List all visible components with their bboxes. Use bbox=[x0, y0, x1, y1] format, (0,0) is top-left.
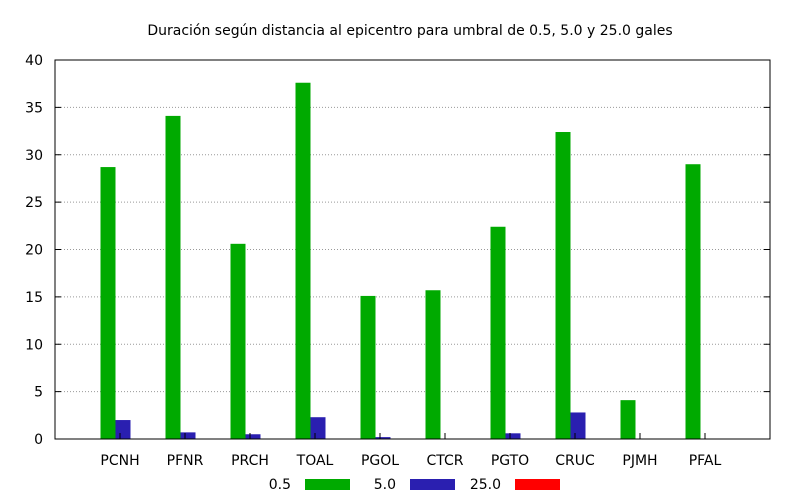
x-tick-label: PCNH bbox=[100, 453, 139, 469]
bar-toal-series-0 bbox=[295, 82, 311, 440]
bar-pgto-series-0 bbox=[490, 226, 506, 439]
bar-pfnr-series-1 bbox=[180, 432, 196, 439]
x-tick-label: PFNR bbox=[167, 453, 204, 469]
bar-toal-series-1 bbox=[310, 417, 326, 439]
y-tick-label: 30 bbox=[25, 148, 43, 164]
chart-title: Duración según distancia al epicentro pa… bbox=[147, 23, 672, 39]
bar-pcnh-series-0 bbox=[100, 167, 116, 439]
y-tick-label: 40 bbox=[25, 53, 43, 69]
y-tick-label: 15 bbox=[25, 290, 43, 306]
x-tick-label: PGTO bbox=[491, 453, 529, 469]
y-axis-ticks: 0 5 10 15 20 25 30 35 40 bbox=[25, 53, 770, 448]
y-tick-label: 5 bbox=[34, 385, 43, 401]
bar-prch-series-0 bbox=[230, 243, 246, 439]
y-tick-label: 35 bbox=[25, 100, 43, 116]
bar-pfal-series-0 bbox=[685, 164, 701, 439]
y-tick-label: 0 bbox=[34, 432, 43, 448]
bar-pgol-series-1 bbox=[375, 437, 391, 439]
bar-cruc-series-0 bbox=[555, 132, 571, 439]
bars bbox=[100, 82, 701, 440]
y-tick-label: 20 bbox=[25, 243, 43, 259]
bar-pgto-series-1 bbox=[505, 433, 521, 439]
y-tick-label: 25 bbox=[25, 195, 43, 211]
legend-swatch bbox=[410, 479, 455, 490]
bar-cruc-series-1 bbox=[570, 412, 586, 439]
x-tick-label: CTCR bbox=[426, 453, 463, 469]
legend-label: 25.0 bbox=[470, 477, 501, 493]
bar-pjmh-series-0 bbox=[620, 400, 636, 439]
x-tick-label: CRUC bbox=[555, 453, 595, 469]
x-tick-label: PRCH bbox=[231, 453, 269, 469]
gridlines bbox=[55, 106, 770, 393]
legend: 0.5 5.0 25.0 bbox=[269, 477, 560, 493]
bar-pcnh-series-1 bbox=[115, 420, 131, 439]
legend-label: 0.5 bbox=[269, 477, 291, 493]
x-tick-label: PJMH bbox=[622, 453, 657, 469]
legend-swatch bbox=[305, 479, 350, 490]
legend-label: 5.0 bbox=[374, 477, 396, 493]
x-tick-label: PFAL bbox=[689, 453, 722, 469]
bar-pfnr-series-0 bbox=[165, 115, 181, 439]
x-axis-ticks: PCNH PFNR PRCH TOAL PGOL CTCR PGTO CRUC PJMH PFAL bbox=[100, 433, 721, 469]
x-tick-label: PGOL bbox=[361, 453, 399, 469]
x-tick-label: TOAL bbox=[296, 453, 334, 469]
bar-prch-series-1 bbox=[245, 434, 261, 439]
legend-swatch bbox=[515, 479, 560, 490]
bar-ctcr-series-0 bbox=[425, 290, 441, 439]
bar-pgol-series-0 bbox=[360, 295, 376, 439]
y-tick-label: 10 bbox=[25, 337, 43, 353]
